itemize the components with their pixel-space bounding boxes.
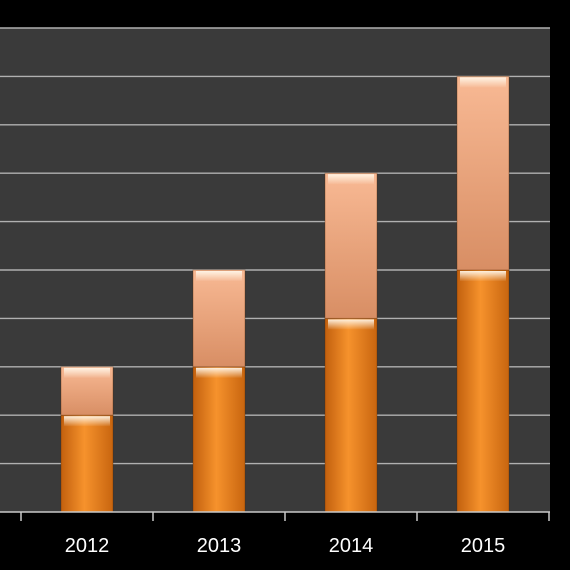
- bar-segment: [325, 318, 377, 512]
- bar-outline: [192, 269, 246, 368]
- bars: [60, 75, 510, 513]
- bar-highlight: [196, 367, 242, 378]
- bar-outline: [60, 366, 114, 416]
- bar-segment: [193, 270, 245, 367]
- bar-highlight: [460, 271, 506, 281]
- bar-segment: [61, 415, 113, 512]
- bar-segment: [193, 366, 245, 512]
- bar-highlight: [64, 416, 110, 427]
- bar-segment: [457, 76, 509, 271]
- x-tick-labels: 2012 2013 2014 2015: [65, 535, 506, 557]
- x-tick-label: 2015: [461, 535, 506, 557]
- bar-outline: [456, 75, 510, 271]
- bar-segment: [325, 173, 377, 319]
- bar-highlight: [196, 271, 242, 281]
- bar-highlight: [460, 77, 506, 88]
- x-tick-label: 2014: [329, 535, 374, 557]
- bar-segment: [457, 270, 509, 512]
- bar-highlight: [328, 319, 374, 330]
- x-tick-label: 2013: [197, 535, 242, 557]
- x-axis: [0, 511, 550, 521]
- x-tick-label: 2012: [65, 535, 110, 557]
- bar-highlight: [328, 174, 374, 185]
- bar-outline: [324, 172, 378, 319]
- bar-highlight: [64, 367, 110, 378]
